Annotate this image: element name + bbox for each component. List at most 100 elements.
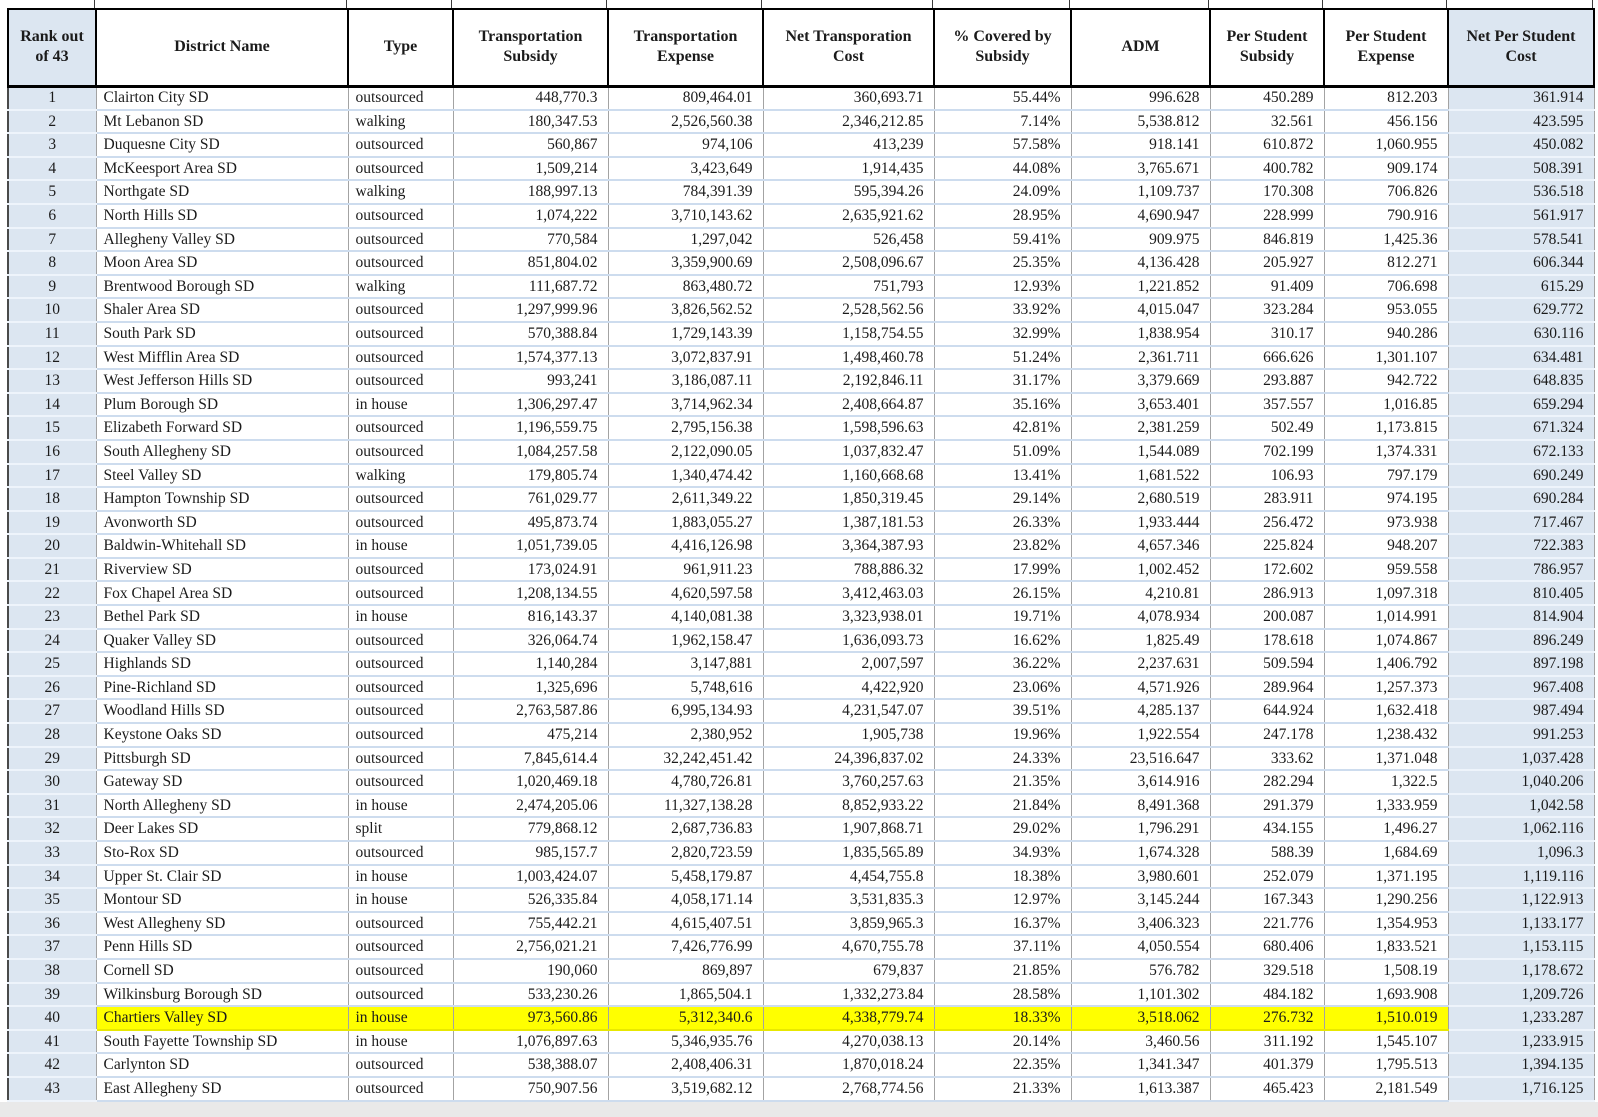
value-cell[interactable]: 333.62 [1210,746,1325,772]
value-cell[interactable]: 706.826 [1324,180,1449,205]
type-cell[interactable]: outsourced [348,203,454,229]
value-cell[interactable]: 770,584 [453,227,609,253]
header-rank[interactable]: Rank out of 43 [7,8,97,88]
header-per-student-expense[interactable]: Per Student Expense [1323,8,1449,88]
rank-cell[interactable]: 37 [7,935,97,960]
rank-cell[interactable]: 26 [7,675,97,701]
value-cell[interactable]: 22.35% [934,1053,1072,1078]
value-cell[interactable]: 502.49 [1210,416,1325,441]
value-cell[interactable]: 3,423,649 [608,156,764,182]
value-cell[interactable]: 1,922.554 [1071,723,1211,748]
value-cell[interactable]: 291.379 [1210,793,1325,819]
rank-cell[interactable]: 18 [7,487,97,512]
value-cell[interactable]: 1,290.256 [1324,888,1449,913]
value-cell[interactable]: 3,072,837.91 [608,345,764,371]
type-cell[interactable]: outsourced [348,652,454,677]
value-cell[interactable]: 996.628 [1071,86,1211,111]
value-cell[interactable]: 1,097.318 [1324,581,1449,607]
value-cell[interactable]: 283.911 [1210,487,1325,512]
district-name-cell[interactable]: Upper St. Clair SD [96,864,349,890]
rank-cell[interactable]: 41 [7,1029,97,1055]
district-name-cell[interactable]: West Mifflin Area SD [96,345,349,371]
value-cell[interactable]: 7,845,614.4 [453,746,609,772]
value-cell[interactable]: 648.835 [1448,369,1595,394]
value-cell[interactable]: 39.51% [934,699,1072,725]
value-cell[interactable]: 4,657.346 [1071,534,1211,559]
rank-cell[interactable]: 30 [7,770,97,795]
header-per-student-subsidy[interactable]: Per Student Subsidy [1209,8,1325,88]
rank-cell[interactable]: 10 [7,298,97,323]
value-cell[interactable]: 42.81% [934,416,1072,441]
value-cell[interactable]: 538,388.07 [453,1053,609,1078]
type-cell[interactable]: in house [348,888,454,913]
rank-cell[interactable]: 12 [7,345,97,371]
value-cell[interactable]: 1,332,273.84 [763,982,935,1008]
value-cell[interactable]: 1,325,696 [453,675,609,701]
value-cell[interactable]: 1,914,435 [763,156,935,182]
value-cell[interactable]: 3,653.401 [1071,392,1211,418]
district-name-cell[interactable]: West Allegheny SD [96,911,349,937]
type-cell[interactable]: in house [348,534,454,559]
value-cell[interactable]: 3,147,881 [608,652,764,677]
value-cell[interactable]: 37.11% [934,935,1072,960]
value-cell[interactable]: 8,491.368 [1071,793,1211,819]
value-cell[interactable]: 289.964 [1210,675,1325,701]
value-cell[interactable]: 606.344 [1448,251,1595,276]
district-name-cell[interactable]: Mt Lebanon SD [96,109,349,135]
value-cell[interactable]: 526,335.84 [453,888,609,913]
value-cell[interactable]: 4,136.428 [1071,251,1211,276]
value-cell[interactable]: 4,015.047 [1071,298,1211,323]
value-cell[interactable]: 1,062.116 [1448,817,1595,842]
value-cell[interactable]: 310.17 [1210,321,1325,347]
value-cell[interactable]: 360,693.71 [763,86,935,111]
type-cell[interactable]: outsourced [348,675,454,701]
type-cell[interactable]: outsourced [348,321,454,347]
rank-cell[interactable]: 21 [7,557,97,583]
value-cell[interactable]: 1,160,668.68 [763,463,935,489]
value-cell[interactable]: 188,997.13 [453,180,609,205]
value-cell[interactable]: 2,380,952 [608,723,764,748]
value-cell[interactable]: 809,464.01 [608,86,764,111]
rank-cell[interactable]: 23 [7,605,97,630]
value-cell[interactable]: 2,763,587.86 [453,699,609,725]
value-cell[interactable]: 23.82% [934,534,1072,559]
value-cell[interactable]: 4,670,755.78 [763,935,935,960]
value-cell[interactable]: 991.253 [1448,723,1595,748]
type-cell[interactable]: outsourced [348,982,454,1008]
value-cell[interactable]: 909.975 [1071,227,1211,253]
value-cell[interactable]: 475,214 [453,723,609,748]
type-cell[interactable]: outsourced [348,298,454,323]
district-name-cell[interactable]: Bethel Park SD [96,605,349,630]
district-name-cell[interactable]: Keystone Oaks SD [96,723,349,748]
rank-cell[interactable]: 43 [7,1076,97,1102]
value-cell[interactable]: 533,230.26 [453,982,609,1008]
value-cell[interactable]: 526,458 [763,227,935,253]
value-cell[interactable]: 465.423 [1210,1076,1325,1102]
value-cell[interactable]: 3,323,938.01 [763,605,935,630]
value-cell[interactable]: 3,980.601 [1071,864,1211,890]
type-cell[interactable]: outsourced [348,86,454,111]
value-cell[interactable]: 4,615,407.51 [608,911,764,937]
value-cell[interactable]: 24.33% [934,746,1072,772]
rank-cell[interactable]: 31 [7,793,97,819]
value-cell[interactable]: 1,883,055.27 [608,510,764,536]
district-name-cell[interactable]: Riverview SD [96,557,349,583]
value-cell[interactable]: 3,186,087.11 [608,369,764,394]
value-cell[interactable]: 1,153.115 [1448,935,1595,960]
value-cell[interactable]: 967.408 [1448,675,1595,701]
rank-cell[interactable]: 38 [7,958,97,984]
value-cell[interactable]: 717.467 [1448,510,1595,536]
value-cell[interactable]: 993,241 [453,369,609,394]
value-cell[interactable]: 985,157.7 [453,841,609,866]
district-name-cell[interactable]: Pittsburgh SD [96,746,349,772]
value-cell[interactable]: 4,780,726.81 [608,770,764,795]
value-cell[interactable]: 167.343 [1210,888,1325,913]
value-cell[interactable]: 311.192 [1210,1029,1325,1055]
type-cell[interactable]: outsourced [348,345,454,371]
value-cell[interactable]: 1,306,297.47 [453,392,609,418]
value-cell[interactable]: 1,544.089 [1071,439,1211,465]
value-cell[interactable]: 23.06% [934,675,1072,701]
value-cell[interactable]: 1,796.291 [1071,817,1211,842]
value-cell[interactable]: 595,394.26 [763,180,935,205]
value-cell[interactable]: 5,346,935.76 [608,1029,764,1055]
